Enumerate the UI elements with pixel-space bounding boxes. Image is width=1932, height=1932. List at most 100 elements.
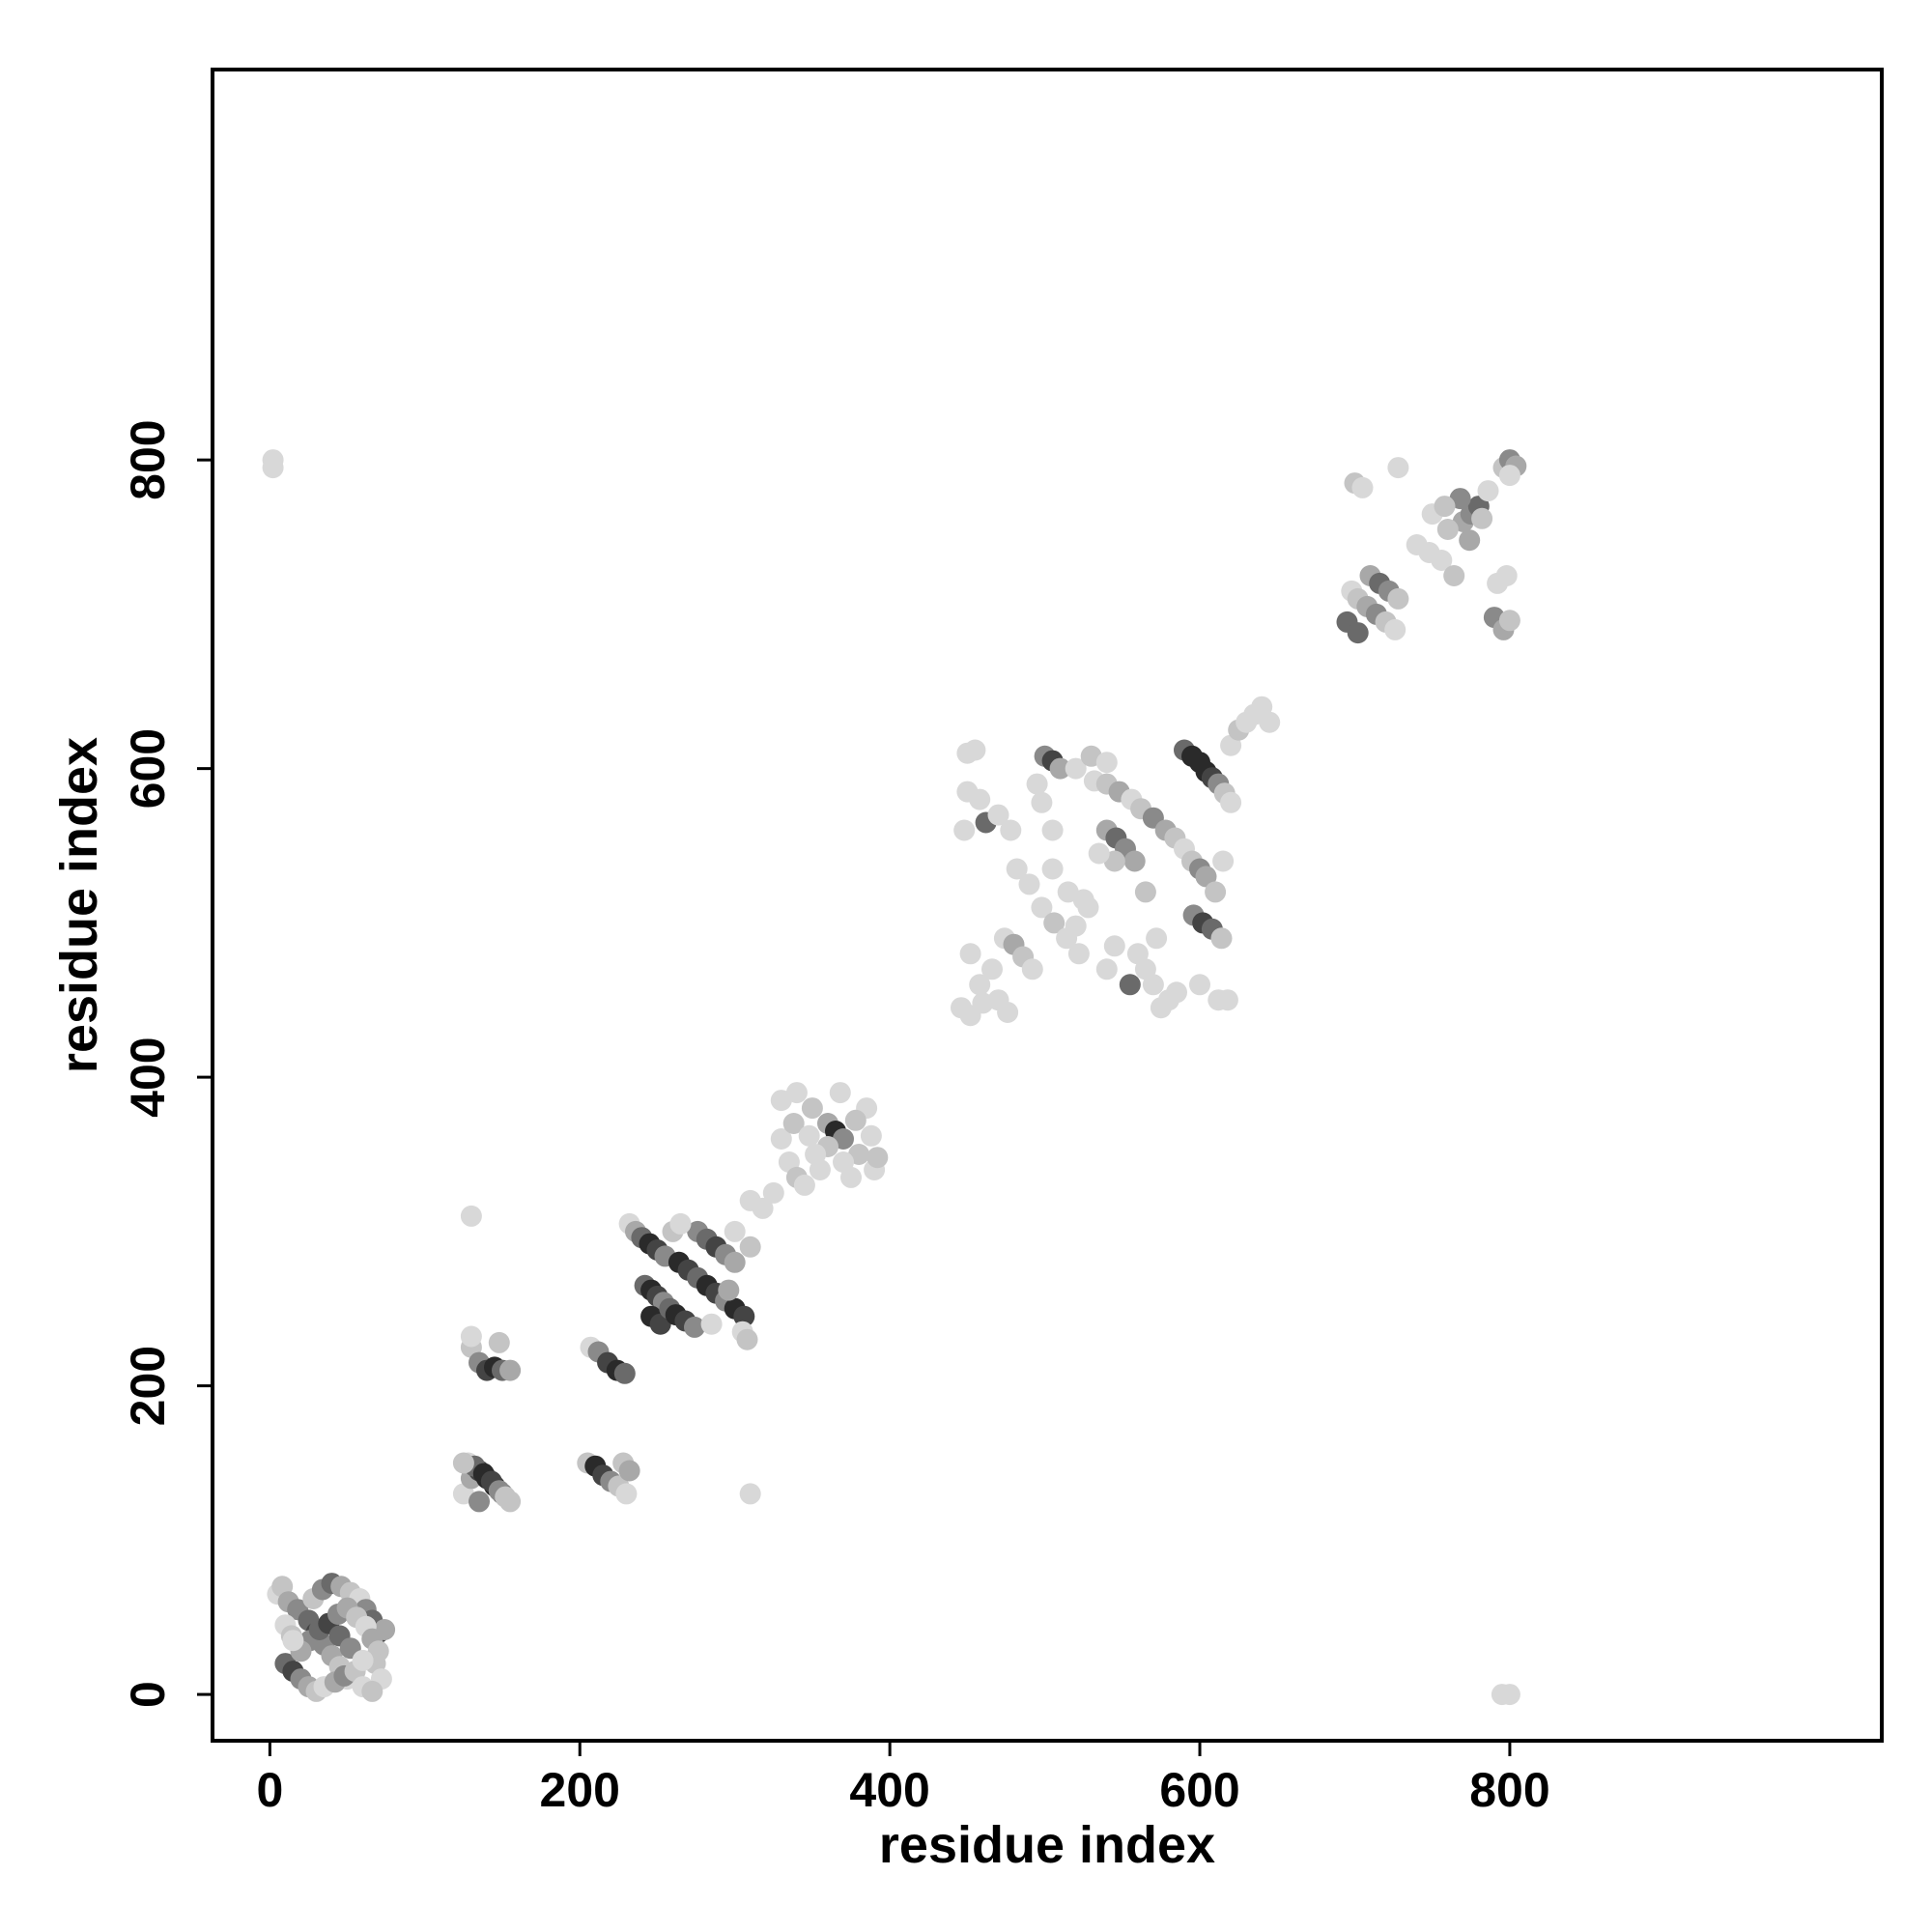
data-point (1088, 842, 1110, 865)
data-point (1212, 850, 1235, 872)
x-tick-label: 600 (1159, 1763, 1239, 1817)
data-point (953, 819, 976, 841)
data-point (1095, 958, 1118, 980)
data-point (987, 804, 1009, 826)
data-point (361, 1680, 384, 1702)
data-point (867, 1147, 889, 1169)
data-point (1189, 974, 1210, 996)
plot-frame (211, 68, 1884, 1743)
data-point (1498, 610, 1520, 632)
data-point (1347, 622, 1369, 644)
data-point (1431, 550, 1453, 571)
data-point (613, 1362, 636, 1384)
data-point (1146, 927, 1168, 950)
data-point (969, 974, 991, 996)
data-point (785, 1082, 808, 1104)
data-point (724, 1251, 746, 1273)
data-point (782, 1113, 805, 1134)
data-point (805, 1144, 827, 1165)
data-point (262, 457, 284, 479)
data-point (1459, 529, 1481, 552)
data-point (649, 1313, 671, 1335)
data-point (1436, 519, 1459, 540)
data-point (700, 1313, 723, 1335)
data-point (1057, 881, 1079, 903)
data-point (1498, 1684, 1520, 1706)
y-tick-label: 600 (121, 728, 175, 809)
data-point (959, 943, 981, 965)
data-point (981, 958, 1003, 980)
y-tick-label: 400 (121, 1037, 175, 1117)
data-point (452, 1452, 474, 1474)
data-point (1067, 943, 1090, 965)
data-point (1142, 974, 1164, 996)
data-point (1387, 457, 1409, 479)
data-point (1387, 587, 1409, 610)
data-point (1049, 757, 1071, 780)
data-point (793, 1174, 815, 1196)
data-point (860, 1124, 882, 1147)
data-point (1000, 819, 1022, 841)
data-point (1041, 858, 1064, 880)
data-point (1134, 881, 1156, 903)
x-tick-label: 200 (540, 1763, 620, 1817)
data-point (1498, 465, 1520, 487)
x-tick-label: 0 (256, 1763, 283, 1817)
data-point (762, 1181, 784, 1204)
data-point (1065, 757, 1087, 780)
data-point (684, 1316, 705, 1338)
data-point (770, 1128, 792, 1150)
data-point (1495, 565, 1518, 586)
data-point (1026, 773, 1048, 795)
data-point (972, 992, 994, 1014)
data-point (1443, 565, 1465, 586)
data-point (1477, 480, 1499, 502)
data-point (752, 1197, 774, 1219)
data-point (615, 1483, 638, 1505)
data-point (669, 1212, 692, 1235)
data-point (1205, 881, 1227, 903)
data-point (1006, 858, 1028, 880)
data-point (618, 1460, 640, 1482)
data-point (1351, 476, 1374, 498)
data-point (1065, 915, 1087, 937)
y-tick-label: 200 (121, 1346, 175, 1426)
data-point (495, 1486, 517, 1508)
data-points (262, 449, 1527, 1706)
data-point (724, 1220, 746, 1242)
x-tick-label: 800 (1469, 1763, 1549, 1817)
data-point (1077, 896, 1099, 919)
x-tick-label: 400 (849, 1763, 929, 1817)
data-point (1031, 791, 1053, 813)
data-point (499, 1359, 522, 1381)
data-point (1220, 791, 1242, 813)
data-point (969, 788, 991, 810)
data-point (469, 1491, 490, 1513)
data-point (739, 1483, 761, 1505)
data-point (798, 1124, 820, 1147)
data-point (488, 1331, 510, 1353)
data-point (1166, 981, 1187, 1004)
data-point (739, 1236, 761, 1258)
data-point (1259, 711, 1281, 733)
data-point (1043, 912, 1065, 934)
data-point (1384, 618, 1406, 640)
data-point (844, 1109, 867, 1131)
data-point (460, 1325, 482, 1348)
x-axis-title: residue index (879, 1816, 1215, 1874)
data-point (1434, 496, 1456, 518)
data-point (282, 1630, 304, 1652)
data-point (1195, 866, 1217, 888)
y-axis-title: residue index (50, 737, 108, 1073)
data-point (1210, 927, 1233, 950)
data-point (1103, 935, 1125, 957)
data-point (964, 739, 986, 761)
y-tick-label: 800 (121, 419, 175, 499)
data-point (1031, 896, 1053, 919)
data-point (718, 1279, 740, 1301)
data-point (829, 1082, 851, 1104)
data-point (733, 1305, 755, 1327)
data-point (1021, 958, 1043, 980)
data-point (997, 1002, 1019, 1023)
